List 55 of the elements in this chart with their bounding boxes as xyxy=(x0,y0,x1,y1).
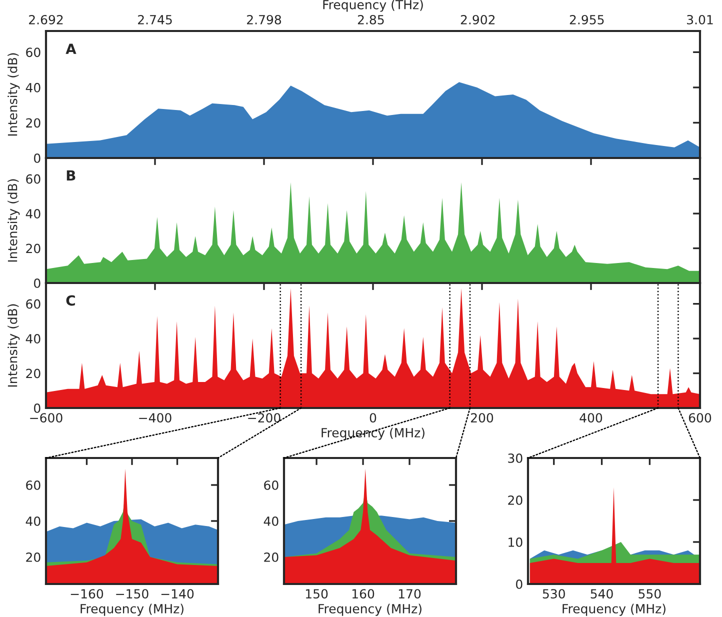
y-tick-label: 40 xyxy=(26,334,40,344)
x-tick-label: −140 xyxy=(161,589,194,599)
y-tick-label: 60 xyxy=(26,174,40,184)
y-tick-label: 60 xyxy=(26,299,40,309)
y-axis-title: Intensity (dB) xyxy=(8,304,20,387)
annotation: A xyxy=(66,44,76,54)
x-tick-label: −600 xyxy=(30,413,62,423)
y-tick-label: 20 xyxy=(26,244,40,254)
x2-tick-label: 2.745 xyxy=(138,14,172,24)
x-tick-label: 200 xyxy=(470,413,494,423)
x2-tick-label: 2.955 xyxy=(570,14,604,24)
y-tick-label: 40 xyxy=(26,209,40,218)
y-tick-label: 0 xyxy=(516,579,522,589)
x-tick-label: 550 xyxy=(638,589,661,599)
x-tick-label: 530 xyxy=(542,589,565,599)
y-axis-title: Intensity (dB) xyxy=(8,179,20,262)
y-tick-label: 20 xyxy=(26,118,40,128)
y-axis-title: Intensity (dB) xyxy=(8,53,20,136)
x-tick-label: 600 xyxy=(688,413,712,423)
y-tick-label: 0 xyxy=(34,403,40,413)
y-tick-label: 20 xyxy=(508,495,522,505)
x-tick-label: 540 xyxy=(590,589,613,599)
x-tick-label: −150 xyxy=(116,589,148,599)
x2-tick-label: 2.902 xyxy=(460,14,495,24)
x2-axis-title: Frequency (THz) xyxy=(323,0,423,12)
y-tick-label: 0 xyxy=(34,278,40,288)
y-tick-label: 60 xyxy=(26,48,40,58)
y-tick-label: 30 xyxy=(508,453,522,463)
x2-tick-label: 2.798 xyxy=(247,14,282,24)
x-axis-title: Frequency (MHz) xyxy=(80,604,184,616)
x-tick-label: 160 xyxy=(352,589,374,599)
y-tick-label: 40 xyxy=(26,82,40,92)
y-tick-label: 0 xyxy=(34,153,40,163)
x-tick-label: 150 xyxy=(306,589,328,599)
y-tick-label: 40 xyxy=(26,516,40,526)
y-tick-label: 60 xyxy=(264,480,278,490)
x2-tick-label: 2.85 xyxy=(358,14,384,24)
y-tick-label: 20 xyxy=(264,552,278,562)
x-tick-label: −160 xyxy=(70,589,104,599)
x-tick-label: 0 xyxy=(370,413,376,423)
x2-tick-label: 2.692 xyxy=(29,14,63,24)
x-axis-title: Frequency (MHz) xyxy=(562,604,666,616)
x-tick-label: −400 xyxy=(139,413,172,423)
y-tick-label: 60 xyxy=(26,480,40,490)
x-tick-label: 400 xyxy=(580,413,602,423)
y-tick-label: 20 xyxy=(26,368,40,378)
y-tick-label: 10 xyxy=(508,537,522,547)
x-axis-title: Frequency (MHz) xyxy=(318,604,422,616)
x-tick-label: −200 xyxy=(248,413,280,423)
x-tick-label: 170 xyxy=(398,589,421,599)
annotation: C xyxy=(66,295,75,306)
y-tick-label: 20 xyxy=(26,552,40,562)
y-tick-label: 40 xyxy=(264,516,278,526)
annotation: B xyxy=(66,170,76,180)
x2-tick-label: 3.01 xyxy=(687,14,713,24)
